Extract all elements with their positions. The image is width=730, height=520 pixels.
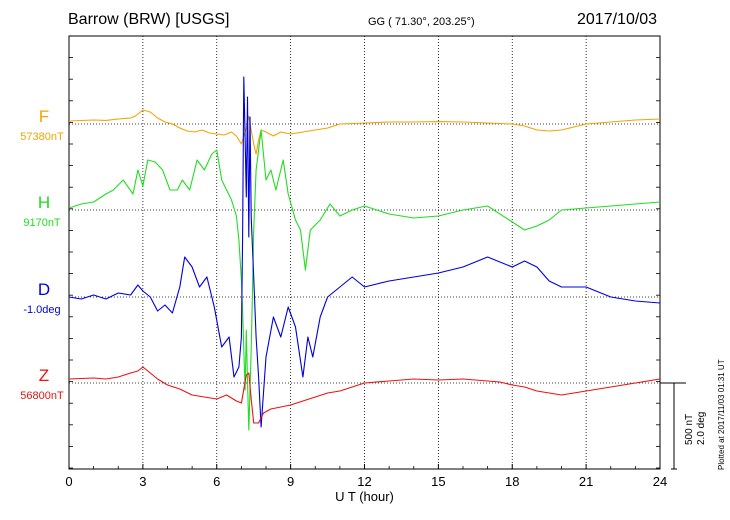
station-title: Barrow (BRW) [USGS]	[68, 11, 230, 28]
series-line-h	[68, 129, 661, 431]
chart-date: 2017/10/03	[577, 11, 658, 28]
x-tick-label-21: 21	[579, 474, 593, 489]
series-name-f: F	[39, 107, 49, 126]
scale-bar-label-deg: 2.0 deg	[696, 412, 707, 445]
x-tick-label-0: 0	[65, 474, 72, 489]
series-baseline-z: 56800nT	[20, 390, 64, 402]
scale-bar-label-nt: 500 nT	[684, 414, 695, 445]
series-line-d	[68, 76, 661, 428]
x-tick-label-24: 24	[653, 474, 667, 489]
plotted-note: Plotted at 2017/11/03 01:31 UT	[717, 359, 726, 470]
scale-bar: 500 nT 2.0 deg	[660, 382, 707, 470]
series-baseline-d: -1.0deg	[23, 304, 60, 316]
chart-grid	[142, 36, 587, 469]
x-axis: 0 3 6 9 12 15 18 21 24 U T (hour)	[65, 464, 667, 504]
x-tick-label-15: 15	[431, 474, 445, 489]
x-tick-label-18: 18	[505, 474, 519, 489]
series-baseline-h: 9170nT	[23, 217, 61, 229]
series-name-d: D	[38, 280, 50, 299]
series-name-h: H	[38, 193, 50, 212]
series-line-z	[68, 366, 661, 424]
x-axis-label: U T (hour)	[335, 489, 394, 504]
station-coords: GG ( 71.30°, 203.25°)	[368, 16, 475, 28]
series-baseline-f: 57380nT	[20, 131, 64, 143]
x-tick-label-12: 12	[357, 474, 371, 489]
x-tick-label-9: 9	[287, 474, 294, 489]
x-tick-label-6: 6	[213, 474, 220, 489]
x-tick-label-3: 3	[139, 474, 146, 489]
series-labels: F 57380nT H 9170nT D -1.0deg Z 56800nT	[20, 107, 64, 402]
series-line-f	[68, 109, 661, 155]
series-name-z: Z	[39, 366, 49, 385]
series-lines	[68, 76, 661, 431]
